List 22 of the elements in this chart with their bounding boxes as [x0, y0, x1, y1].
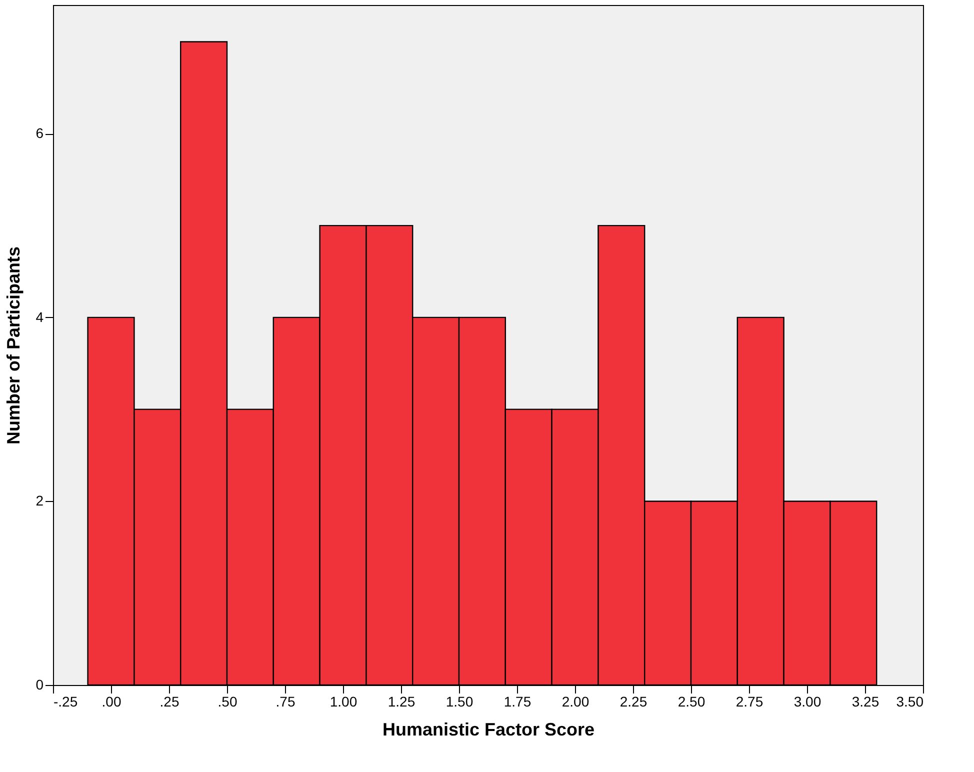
x-tick-label: 3.25 [852, 694, 880, 710]
x-tick-label: .50 [218, 694, 238, 710]
y-tick-label: 2 [36, 492, 44, 509]
x-tick-label: 1.00 [330, 694, 358, 710]
x-tick-label: 3.50 [896, 694, 924, 710]
x-tick-label: .75 [276, 694, 296, 710]
x-tick-label: .25 [160, 694, 180, 710]
y-axis-title: Number of Participants [4, 246, 24, 445]
x-tick-label: 2.25 [620, 694, 648, 710]
x-tick-label: 1.75 [504, 694, 532, 710]
x-tick-label: 2.00 [562, 694, 590, 710]
x-tick-label: 3.00 [794, 694, 822, 710]
x-tick-label: 2.75 [736, 694, 764, 710]
y-tick-label: 0 [36, 676, 44, 692]
x-tick-label: 1.50 [446, 694, 474, 710]
y-tick-label: 4 [36, 308, 44, 325]
y-tick-label: 6 [36, 125, 44, 142]
x-tick-label: 1.25 [388, 694, 416, 710]
x-tick-label: 2.50 [678, 694, 706, 710]
x-tick-label: .00 [102, 694, 122, 710]
x-tick-label: -.25 [54, 694, 78, 710]
x-axis-title: Humanistic Factor Score [382, 720, 595, 740]
